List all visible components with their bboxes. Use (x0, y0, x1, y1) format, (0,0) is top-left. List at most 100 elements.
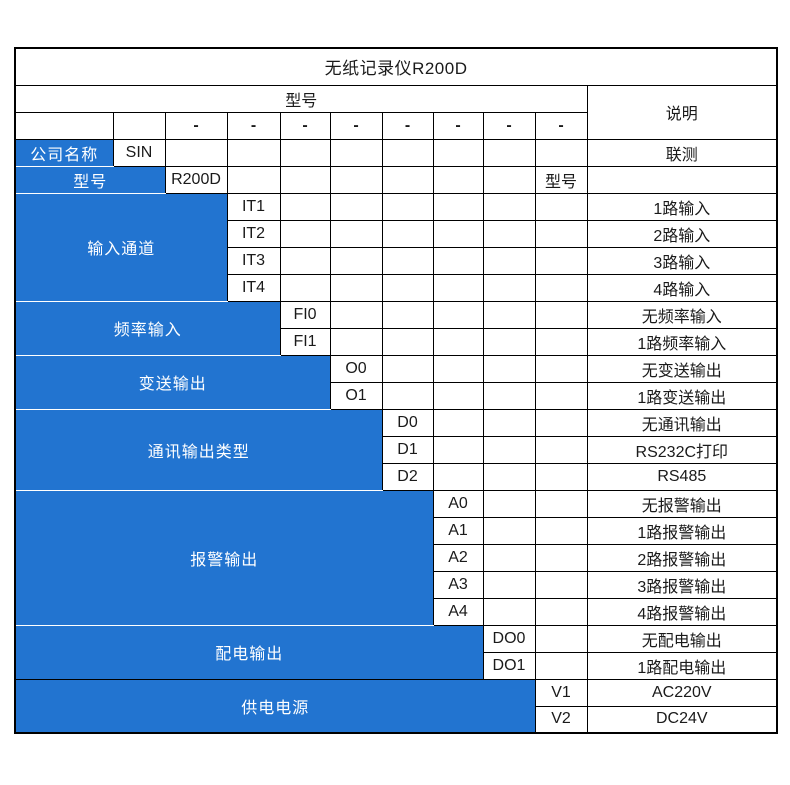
empty-cell (164, 138, 228, 167)
empty-cell (482, 273, 536, 302)
empty-cell (534, 516, 588, 545)
dash-cell: - (164, 111, 228, 140)
desc-cell: 无频率输入 (586, 300, 778, 329)
group-label-comm-output-type: 通讯输出类型 (14, 408, 383, 491)
code-cell-fi0: FI0 (279, 300, 331, 329)
empty-cell (432, 219, 484, 248)
description-header: 说明 (586, 84, 778, 140)
empty-cell (534, 408, 588, 437)
empty-cell (482, 138, 536, 167)
empty-cell (534, 597, 588, 626)
desc-cell: RS232C打印 (586, 435, 778, 464)
empty-cell (482, 300, 536, 329)
code-cell-a4: A4 (432, 597, 484, 626)
empty-cell (432, 354, 484, 383)
empty-cell (14, 111, 114, 140)
code-cell-a0: A0 (432, 489, 484, 518)
code-cell-sin: SIN (112, 138, 166, 167)
empty-cell (482, 516, 536, 545)
desc-cell: 无变送输出 (586, 354, 778, 383)
code-cell-d2: D2 (381, 462, 434, 491)
empty-cell (432, 408, 484, 437)
dash-cell: - (329, 111, 383, 140)
empty-cell (534, 543, 588, 572)
dash-cell: - (279, 111, 331, 140)
code-cell-it2: IT2 (226, 219, 281, 248)
dash-cell: - (482, 111, 536, 140)
desc-cell: 1路频率输入 (586, 327, 778, 356)
empty-cell (329, 192, 383, 221)
empty-cell (432, 192, 484, 221)
code-cell-r200d: R200D (164, 165, 228, 194)
group-label-frequency-input: 频率输入 (14, 300, 281, 356)
dash-cell: - (381, 111, 434, 140)
empty-cell (112, 111, 166, 140)
desc-cell: 无通讯输出 (586, 408, 778, 437)
empty-cell (482, 219, 536, 248)
table-row: 供电电源 V1 AC220V (14, 678, 778, 734)
empty-cell (432, 435, 484, 464)
empty-cell (432, 165, 484, 194)
empty-cell (226, 165, 281, 194)
dash-cell: - (226, 111, 281, 140)
code-cell-do0: DO0 (482, 624, 536, 653)
empty-cell (432, 300, 484, 329)
dash-cell: - (534, 111, 588, 140)
table-row: 公司名称 SIN 联测 (14, 138, 778, 167)
empty-cell (534, 246, 588, 275)
empty-cell (534, 300, 588, 329)
desc-cell: 2路报警输出 (586, 543, 778, 572)
table-row: 型号 R200D 型号 (14, 165, 777, 194)
empty-cell (482, 246, 536, 275)
group-label-model: 型号 (14, 165, 166, 194)
empty-cell (329, 327, 383, 356)
empty-cell (381, 165, 434, 194)
table-row: V2 DC24V (15, 705, 778, 734)
table-row: A1 1路报警输出 (15, 516, 778, 545)
empty-cell (482, 165, 536, 194)
group-label-power-supply: 供电电源 (14, 678, 536, 734)
empty-cell (381, 273, 434, 302)
model-selection-table: 无纸记录仪R200D 型号 说明 - - - - - - - - 公司名称 SI… (14, 47, 779, 734)
desc-cell: AC220V (586, 678, 778, 707)
code-cell-do1: DO1 (482, 651, 536, 680)
group-label-distribution-output: 配电输出 (14, 624, 484, 680)
empty-cell (482, 354, 536, 383)
empty-cell (534, 462, 588, 491)
dash-cell: - (432, 111, 484, 140)
empty-cell (482, 381, 536, 410)
code-cell-d1: D1 (381, 435, 434, 464)
empty-cell (482, 408, 536, 437)
table-row: 报警输出 A0 无报警输出 (14, 489, 778, 626)
empty-cell (279, 273, 331, 302)
desc-cell: 1路配电输出 (586, 651, 778, 680)
empty-cell (381, 246, 434, 275)
code-cell-v2: V2 (534, 705, 588, 734)
desc-cell: 4路输入 (586, 273, 778, 302)
desc-cell: DC24V (586, 705, 778, 734)
empty-cell (482, 597, 536, 626)
empty-cell (534, 219, 588, 248)
code-cell-o0: O0 (329, 354, 383, 383)
desc-cell: RS485 (586, 462, 778, 491)
table-row: 变送输出 O0 无变送输出 (14, 354, 778, 410)
table-row: FI1 1路频率输入 (15, 327, 778, 356)
empty-cell (381, 300, 434, 329)
table-title: 无纸记录仪R200D (14, 47, 778, 86)
empty-cell (381, 327, 434, 356)
table-row: A2 2路报警输出 (15, 543, 778, 572)
empty-cell (381, 219, 434, 248)
empty-cell (381, 354, 434, 383)
empty-cell (432, 381, 484, 410)
desc-cell: 1路变送输出 (586, 381, 778, 410)
group-label-company-name: 公司名称 (14, 138, 114, 167)
code-cell-a3: A3 (432, 570, 484, 599)
code-cell-it4: IT4 (226, 273, 281, 302)
empty-cell (329, 273, 383, 302)
empty-cell (226, 138, 281, 167)
empty-cell (329, 138, 383, 167)
empty-cell (381, 138, 434, 167)
code-cell-v1: V1 (534, 678, 588, 707)
code-cell-fi1: FI1 (279, 327, 331, 356)
empty-cell (534, 273, 588, 302)
